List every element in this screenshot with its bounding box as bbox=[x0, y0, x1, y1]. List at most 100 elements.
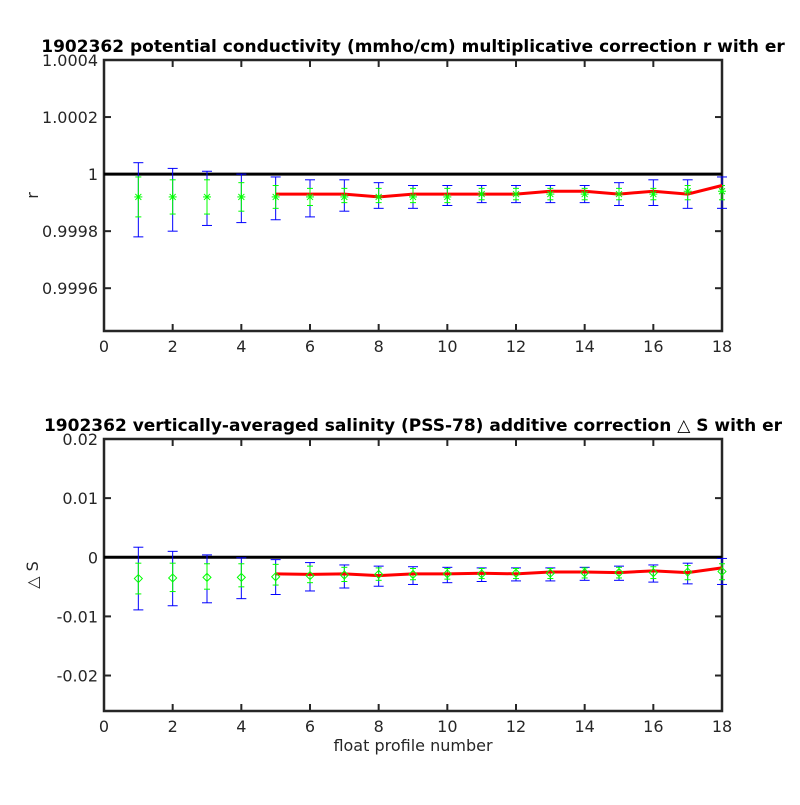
data-point-diamond bbox=[167, 573, 178, 583]
x-tick-label: 18 bbox=[712, 717, 732, 736]
data-point-diamond bbox=[305, 570, 315, 581]
fit-line bbox=[275, 566, 723, 578]
data-point-diamond bbox=[614, 567, 624, 578]
x-tick-label: 6 bbox=[305, 337, 315, 356]
y-axis-label: △ S bbox=[23, 561, 42, 589]
x-tick-label: 4 bbox=[236, 717, 246, 736]
data-point bbox=[682, 567, 693, 577]
salinity-correction-panel: 1902362 vertically-averaged salinity (PS… bbox=[23, 416, 783, 755]
x-tick-label: 14 bbox=[574, 337, 594, 356]
y-tick-label: 1.0004 bbox=[42, 51, 98, 70]
x-tick-label: 6 bbox=[305, 717, 315, 736]
data-point bbox=[409, 192, 417, 201]
data-point-stroke bbox=[134, 193, 142, 201]
inner-error-bar bbox=[204, 563, 210, 590]
data-point bbox=[167, 573, 178, 583]
x-tick-label: 14 bbox=[574, 717, 594, 736]
data-point bbox=[442, 569, 453, 579]
data-point bbox=[443, 192, 452, 201]
data-point-stroke bbox=[340, 193, 348, 201]
data-point bbox=[340, 192, 349, 201]
data-point bbox=[306, 192, 314, 201]
data-point bbox=[305, 570, 315, 581]
data-point bbox=[168, 192, 177, 201]
data-point-diamond bbox=[270, 572, 281, 582]
data-point bbox=[408, 569, 418, 580]
x-tick-label: 10 bbox=[437, 337, 457, 356]
x-tick-label: 16 bbox=[643, 717, 663, 736]
y-tick-label: -0.01 bbox=[57, 607, 98, 626]
x-tick-label: 8 bbox=[374, 337, 384, 356]
y-tick-label: 1 bbox=[88, 165, 98, 184]
data-point-diamond bbox=[373, 569, 384, 580]
data-point bbox=[579, 567, 590, 578]
y-axis-label: r bbox=[23, 192, 42, 199]
data-point bbox=[477, 190, 486, 199]
data-point-stroke bbox=[649, 190, 657, 198]
data-point bbox=[134, 192, 143, 201]
data-point bbox=[648, 567, 659, 578]
x-tick-label: 0 bbox=[99, 717, 109, 736]
data-point-stroke bbox=[443, 193, 451, 201]
inner-error-bar bbox=[719, 563, 725, 581]
chart-title: 1902362 vertically-averaged salinity (PS… bbox=[44, 416, 783, 436]
x-tick-label: 12 bbox=[506, 337, 526, 356]
data-point-stroke bbox=[272, 193, 280, 201]
data-point bbox=[717, 566, 727, 577]
y-tick-label: -0.02 bbox=[57, 667, 98, 686]
x-tick-label: 8 bbox=[374, 717, 384, 736]
data-point-diamond bbox=[408, 569, 418, 580]
x-tick-label: 2 bbox=[168, 337, 178, 356]
data-point-stroke bbox=[237, 193, 245, 201]
data-point-diamond bbox=[236, 572, 247, 583]
x-tick-label: 0 bbox=[99, 337, 109, 356]
data-point bbox=[236, 572, 247, 583]
data-point-stroke bbox=[546, 190, 554, 198]
data-point-diamond bbox=[648, 567, 659, 578]
inner-error-bar bbox=[238, 563, 245, 588]
data-point-stroke bbox=[409, 193, 417, 201]
data-point bbox=[683, 187, 692, 196]
data-point-diamond bbox=[717, 566, 727, 577]
data-point bbox=[373, 569, 384, 580]
data-point-diamond bbox=[476, 569, 487, 579]
data-point-stroke bbox=[203, 193, 211, 201]
data-point-stroke bbox=[718, 187, 726, 195]
y-tick-label: 0 bbox=[88, 548, 98, 567]
data-point bbox=[649, 190, 658, 199]
inner-error-bar bbox=[169, 562, 176, 593]
data-point-stroke bbox=[306, 193, 314, 201]
data-point bbox=[271, 192, 280, 201]
y-tick-label: 0.02 bbox=[62, 430, 98, 449]
chart-title: 1902362 potential conductivity (mmho/cm)… bbox=[41, 37, 785, 57]
data-point-diamond bbox=[545, 568, 556, 578]
x-tick-label: 18 bbox=[712, 337, 732, 356]
data-point bbox=[615, 190, 623, 199]
data-point-diamond bbox=[511, 568, 521, 578]
data-point bbox=[511, 568, 521, 578]
data-point bbox=[512, 190, 520, 199]
data-point bbox=[339, 570, 350, 580]
data-point-diamond bbox=[579, 567, 590, 578]
x-axis-label: float profile number bbox=[333, 736, 493, 755]
y-tick-label: 0.01 bbox=[62, 489, 98, 508]
x-tick-label: 2 bbox=[168, 717, 178, 736]
data-point-diamond bbox=[682, 567, 693, 577]
data-point bbox=[237, 192, 246, 201]
data-point-stroke bbox=[581, 190, 589, 198]
data-point bbox=[614, 567, 624, 578]
data-point bbox=[133, 573, 144, 584]
data-point bbox=[718, 187, 726, 196]
y-tick-label: 1.0002 bbox=[42, 108, 98, 127]
data-point-diamond bbox=[442, 569, 453, 579]
conductivity-correction-panel: 1902362 potential conductivity (mmho/cm)… bbox=[23, 37, 785, 356]
data-point-stroke bbox=[169, 193, 177, 201]
data-point bbox=[374, 192, 383, 201]
x-tick-label: 10 bbox=[437, 717, 457, 736]
data-point-diamond bbox=[133, 573, 144, 584]
x-tick-label: 4 bbox=[236, 337, 246, 356]
fit-line bbox=[275, 184, 723, 199]
data-point-stroke bbox=[512, 190, 520, 198]
data-point-stroke bbox=[375, 193, 383, 201]
